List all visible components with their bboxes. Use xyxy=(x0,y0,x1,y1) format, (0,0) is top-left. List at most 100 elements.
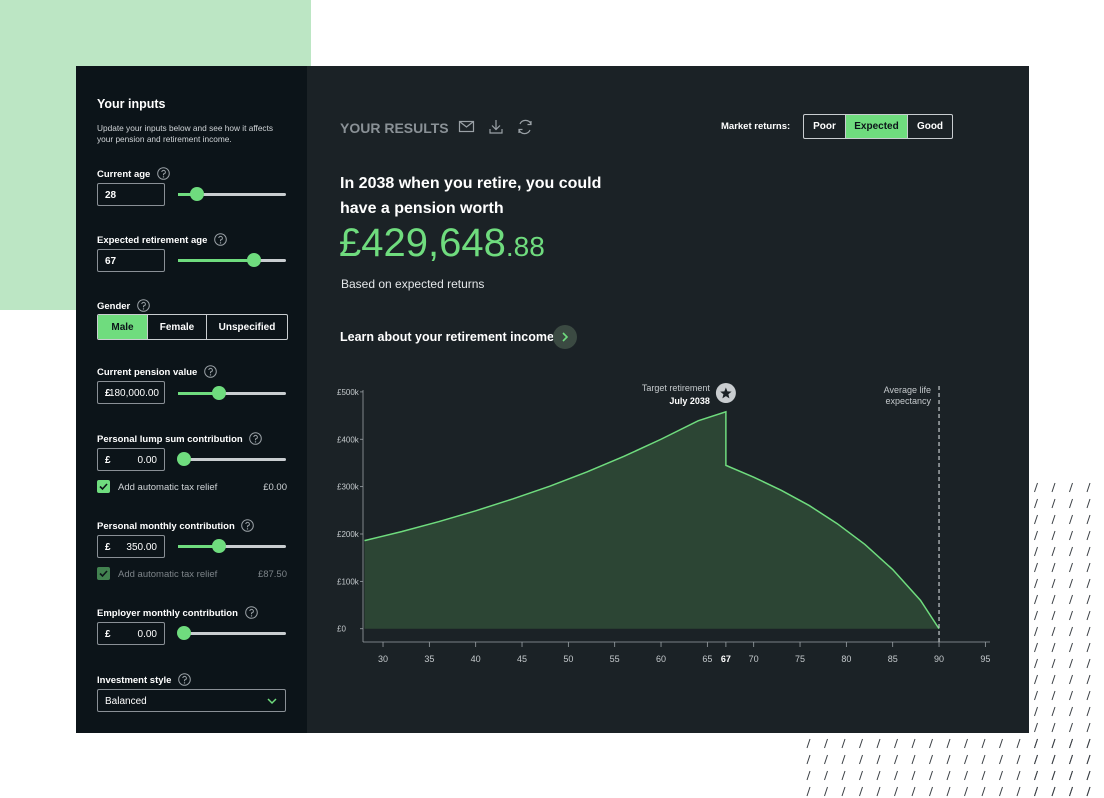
area-line xyxy=(364,410,940,630)
slider[interactable] xyxy=(178,187,286,201)
x-tick-label: 90 xyxy=(934,654,944,664)
checkbox[interactable] xyxy=(97,567,110,580)
x-tick-label: 35 xyxy=(424,654,434,664)
currency: £ xyxy=(105,629,111,640)
star-icon xyxy=(720,387,732,399)
label-text: Employer monthly contribution xyxy=(97,608,238,619)
field-label: Current pension value xyxy=(97,365,217,378)
label-text: Personal monthly contribution xyxy=(97,521,235,532)
field-label: Expected retirement age xyxy=(97,233,227,246)
label-text: Current pension value xyxy=(97,367,198,378)
y-tick-label: £0 xyxy=(337,625,346,634)
toggle-option[interactable]: Male xyxy=(98,315,147,339)
input[interactable]: £0.00 xyxy=(97,448,165,471)
x-tick-label: 45 xyxy=(517,654,527,664)
y-tick-label: £500k xyxy=(337,388,360,397)
learn-link[interactable]: Learn about your retirement income xyxy=(340,330,554,344)
toggle-option[interactable]: Good xyxy=(907,115,952,138)
currency: £ xyxy=(105,455,111,466)
x-tick-label: 65 xyxy=(702,654,712,664)
learn-arrow[interactable] xyxy=(553,325,577,349)
x-tick-label: 30 xyxy=(378,654,388,664)
input-value: 0.00 xyxy=(137,455,157,466)
help-icon[interactable] xyxy=(214,233,227,246)
y-tick-label: £400k xyxy=(337,435,360,444)
field-label: Employer monthly contribution xyxy=(97,606,258,619)
x-tick-label: 50 xyxy=(563,654,573,664)
field-label: Current age xyxy=(97,167,170,180)
input[interactable]: 28 xyxy=(97,183,165,206)
help-icon[interactable] xyxy=(204,365,217,378)
input[interactable]: £350.00 xyxy=(97,535,165,558)
sidebar-title: Your inputs xyxy=(97,97,166,111)
field-label: Investment style xyxy=(97,673,191,686)
help-icon[interactable] xyxy=(249,432,263,445)
slider[interactable] xyxy=(178,539,286,553)
input[interactable]: £180,000.00 xyxy=(97,381,165,404)
label-text: Personal lump sum contribution xyxy=(97,434,243,445)
amount-pence: .88 xyxy=(505,231,545,262)
select[interactable]: Balanced xyxy=(97,689,286,712)
sidebar-description: Update your inputs below and see how it … xyxy=(97,123,274,144)
results-title: YOUR RESULTS xyxy=(340,120,449,136)
market-toggle: Poor Expected Good xyxy=(803,114,953,139)
checkbox[interactable] xyxy=(97,480,110,493)
checkbox-label: Add automatic tax relief xyxy=(118,482,218,493)
currency: £ xyxy=(105,388,111,399)
tax-relief-value: £0.00 xyxy=(263,482,287,493)
help-icon[interactable] xyxy=(178,673,191,686)
headline: In 2038 when you retire, you could have … xyxy=(340,175,602,217)
select-value: Balanced xyxy=(105,696,147,707)
slider[interactable] xyxy=(177,626,286,640)
input-value: 67 xyxy=(105,256,117,267)
area xyxy=(364,411,940,629)
help-icon[interactable] xyxy=(157,167,170,180)
sidebar xyxy=(76,66,307,733)
input[interactable]: 67 xyxy=(97,249,165,272)
help-icon[interactable] xyxy=(137,299,150,312)
annotation-label: expectancy xyxy=(886,396,932,406)
field-label: Gender xyxy=(97,299,150,312)
basis: Based on expected returns xyxy=(341,277,485,291)
help-icon[interactable] xyxy=(241,519,255,532)
label-text: Investment style xyxy=(97,675,172,686)
y-tick-label: £100k xyxy=(337,577,360,586)
annotation-sublabel: July 2038 xyxy=(669,396,710,406)
label-text: Current age xyxy=(97,169,151,180)
toggle-option[interactable]: Unspecified xyxy=(206,315,287,339)
input-value: 28 xyxy=(105,190,117,201)
toggle-option[interactable]: Female xyxy=(147,315,206,339)
label-text: Gender xyxy=(97,301,131,312)
currency: £ xyxy=(105,542,111,553)
action-icons[interactable] xyxy=(458,118,538,136)
input-value: 350.00 xyxy=(126,542,157,553)
input[interactable]: £0.00 xyxy=(97,622,165,645)
toggle-option[interactable]: Poor xyxy=(813,121,836,132)
annotation-label: Average life xyxy=(884,385,931,395)
y-tick-label: £200k xyxy=(337,530,360,539)
help-icon[interactable] xyxy=(244,606,258,619)
slider[interactable] xyxy=(177,452,286,466)
x-tick-label: 55 xyxy=(610,654,620,664)
gender-toggle: Male Female Unspecified xyxy=(97,314,288,340)
x-tick-label: 40 xyxy=(471,654,481,664)
y-tick-label: £300k xyxy=(337,483,360,492)
input-value: 0.00 xyxy=(137,629,157,640)
x-tick-label: 80 xyxy=(841,654,851,664)
x-tick-label: 75 xyxy=(795,654,805,664)
x-tick-label: 60 xyxy=(656,654,666,664)
slider[interactable] xyxy=(178,386,286,400)
x-tick-label: 85 xyxy=(888,654,898,664)
x-tick-label: 95 xyxy=(980,654,990,664)
label-text: Expected retirement age xyxy=(97,235,208,246)
field-label: Personal lump sum contribution xyxy=(97,432,263,445)
field-label: Personal monthly contribution xyxy=(97,519,255,532)
toggle-option[interactable]: Expected xyxy=(845,115,907,138)
x-tick-label: 70 xyxy=(749,654,759,664)
slider[interactable] xyxy=(178,253,286,267)
x-tick-label: 67 xyxy=(721,654,731,664)
amount-main: £429,648 xyxy=(339,221,506,265)
